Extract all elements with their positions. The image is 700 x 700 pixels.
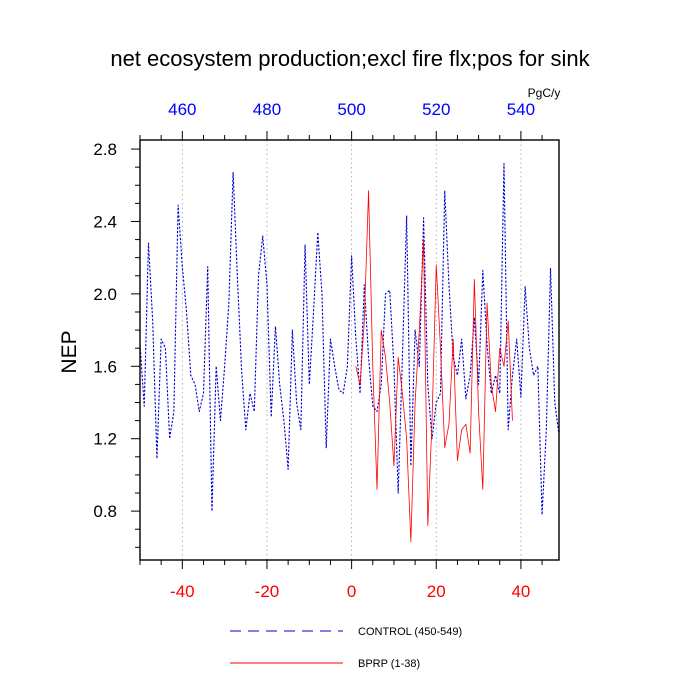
top-tick-label: 520 — [422, 100, 450, 119]
top-tick-label: 460 — [168, 100, 196, 119]
bottom-tick-label: 40 — [511, 582, 530, 601]
top-tick-label: 540 — [507, 100, 535, 119]
y-axis-label: NEP — [58, 330, 81, 373]
series-line-bprp — [355, 190, 513, 543]
top-axis-tick-labels: 460 480 500 520 540 — [168, 100, 535, 119]
y-tick-label: 1.6 — [93, 357, 117, 376]
top-tick-label: 500 — [337, 100, 365, 119]
legend-label-bprp: BPRP (1-38) — [358, 658, 420, 670]
bottom-tick-label: -40 — [170, 582, 195, 601]
series-line-control — [139, 162, 560, 516]
bottom-tick-label: 20 — [427, 582, 446, 601]
y-tick-label: 2.8 — [93, 140, 117, 159]
plot-frame — [139, 139, 560, 561]
top-tick-label: 480 — [253, 100, 281, 119]
y-tick-label: 2.0 — [93, 285, 117, 304]
y-tick-label: 1.2 — [93, 430, 117, 449]
bottom-tick-label: 0 — [347, 582, 356, 601]
legend: CONTROL (450-549) BPRP (1-38) — [230, 626, 462, 670]
legend-label-control: CONTROL (450-549) — [358, 626, 462, 638]
bottom-tick-label: -20 — [255, 582, 280, 601]
y-tick-label: 2.4 — [93, 212, 117, 231]
y-tick-label: 0.8 — [93, 502, 117, 521]
top-axis-unit: PgC/y — [528, 86, 561, 100]
y-axis-tick-labels: 2.8 2.4 2.0 1.6 1.2 0.8 — [93, 140, 117, 521]
bottom-axis-tick-labels: -40 -20 0 20 40 — [170, 582, 530, 601]
vertical-grid-lines — [181, 140, 522, 560]
series-lines — [139, 162, 560, 543]
axis-ticks — [131, 131, 543, 569]
chart-title: net ecosystem production;excl fire flx;p… — [110, 46, 590, 71]
